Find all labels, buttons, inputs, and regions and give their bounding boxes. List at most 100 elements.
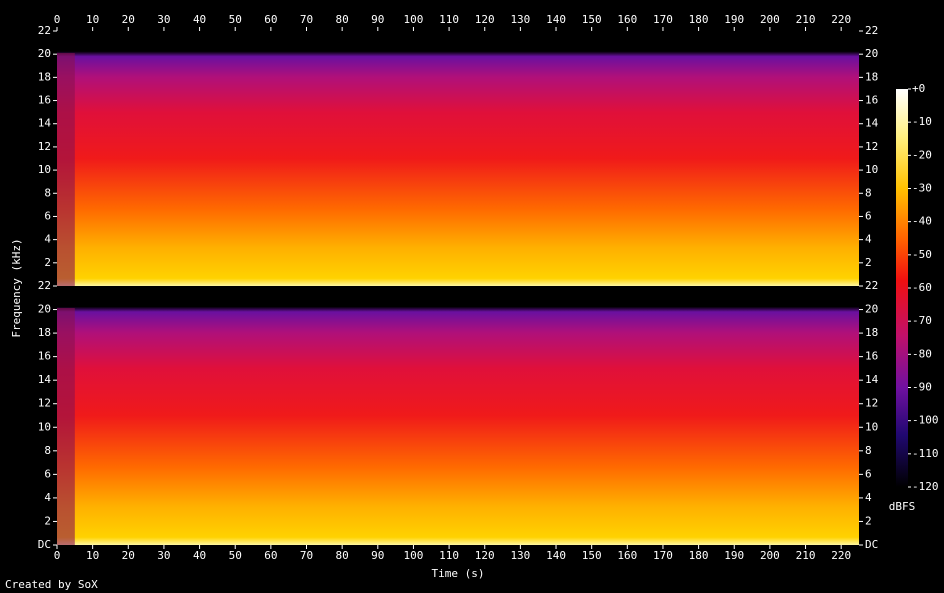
x-tick-label: 60 — [264, 13, 277, 26]
x-tick-label: 20 — [122, 13, 135, 26]
y-tick-label: 18 — [865, 326, 878, 339]
colorbar-tick-label: +0 — [912, 82, 925, 95]
x-tick-label: 200 — [760, 13, 780, 26]
x-tick-label: 80 — [336, 13, 349, 26]
x-tick-label: 110 — [439, 13, 459, 26]
x-tick-label: 20 — [122, 549, 135, 562]
x-tick-label: 220 — [831, 549, 851, 562]
x-tick-label: 100 — [404, 13, 424, 26]
colorbar-tick-label: -60 — [912, 281, 932, 294]
x-tick-label: 30 — [157, 549, 170, 562]
spectrogram-panel — [57, 286, 859, 545]
x-tick-label: 110 — [439, 549, 459, 562]
spectrogram-onset — [57, 308, 75, 545]
y-tick-label: 4 — [865, 491, 872, 504]
x-tick-label: 50 — [229, 549, 242, 562]
y-tick-label: 8 — [865, 444, 872, 457]
y-tick-label: 18 — [38, 70, 51, 83]
colorbar-tick-label: -110 — [912, 447, 939, 460]
y-tick-label: 20 — [865, 47, 878, 60]
spectrogram-onset — [57, 53, 75, 286]
x-tick-label: 160 — [617, 13, 637, 26]
y-tick-label: 2 — [44, 514, 51, 527]
x-tick-label: 140 — [546, 13, 566, 26]
y-tick-label: 22 — [38, 279, 51, 292]
y-axis-label: Frequency (kHz) — [10, 238, 23, 337]
colorbar-tick-label: -10 — [912, 115, 932, 128]
y-tick-label: 2 — [865, 514, 872, 527]
colorbar-tick-label: -50 — [912, 248, 932, 261]
y-tick-label: 22 — [865, 279, 878, 292]
x-tick-label: 130 — [510, 549, 530, 562]
y-tick-label: 10 — [38, 420, 51, 433]
x-tick-label: 0 — [54, 13, 61, 26]
y-tick-label: 12 — [38, 140, 51, 153]
colorbar-tick-label: -90 — [912, 381, 932, 394]
x-tick-label: 90 — [371, 13, 384, 26]
y-tick-label: 22 — [865, 24, 878, 37]
x-tick-label: 170 — [653, 13, 673, 26]
y-tick-label: 2 — [865, 256, 872, 269]
y-tick-label: DC — [38, 538, 51, 551]
x-tick-label: 190 — [724, 13, 744, 26]
x-tick-label: 190 — [724, 549, 744, 562]
x-tick-label: 210 — [796, 549, 816, 562]
colorbar — [896, 89, 908, 487]
y-tick-label: 10 — [38, 163, 51, 176]
y-tick-label: 4 — [865, 233, 872, 246]
x-tick-label: 50 — [229, 13, 242, 26]
y-tick-label: 14 — [38, 373, 52, 386]
x-tick-label: 180 — [689, 13, 709, 26]
y-tick-label: 8 — [44, 444, 51, 457]
y-tick-label: 2 — [44, 256, 51, 269]
y-tick-label: 20 — [865, 303, 878, 316]
y-tick-label: 12 — [865, 397, 878, 410]
y-tick-label: 10 — [865, 163, 878, 176]
y-tick-label: 6 — [865, 209, 872, 222]
y-tick-label: 16 — [865, 350, 878, 363]
colorbar-tick-label: -40 — [912, 215, 932, 228]
x-tick-label: 140 — [546, 549, 566, 562]
x-tick-label: 70 — [300, 549, 313, 562]
colorbar-tick-label: -30 — [912, 182, 932, 195]
y-tick-label: 14 — [38, 117, 52, 130]
colorbar-tick-label: -20 — [912, 148, 932, 161]
y-tick-label: 6 — [44, 209, 51, 222]
y-tick-label: 10 — [865, 420, 878, 433]
x-axis-label: Time (s) — [432, 567, 485, 580]
y-tick-label: 14 — [865, 373, 879, 386]
y-tick-label: 22 — [38, 24, 51, 37]
credit: Created by SoX — [5, 578, 98, 591]
x-tick-label: 220 — [831, 13, 851, 26]
x-tick-label: 90 — [371, 549, 384, 562]
y-tick-label: 18 — [38, 326, 51, 339]
x-tick-label: 120 — [475, 549, 495, 562]
y-tick-label: 6 — [44, 467, 51, 480]
x-tick-label: 80 — [336, 549, 349, 562]
y-tick-label: 6 — [865, 467, 872, 480]
x-tick-label: 70 — [300, 13, 313, 26]
x-tick-label: 200 — [760, 549, 780, 562]
y-tick-label: 12 — [38, 397, 51, 410]
x-tick-label: 40 — [193, 13, 206, 26]
y-tick-label: 16 — [38, 350, 51, 363]
x-tick-label: 170 — [653, 549, 673, 562]
x-tick-label: 150 — [582, 13, 602, 26]
colorbar-label: dBFS — [889, 500, 916, 513]
x-tick-label: 100 — [404, 549, 424, 562]
x-tick-label: 40 — [193, 549, 206, 562]
x-tick-label: 30 — [157, 13, 170, 26]
x-tick-label: 10 — [86, 549, 99, 562]
x-tick-label: 180 — [689, 549, 709, 562]
x-tick-label: 160 — [617, 549, 637, 562]
y-tick-label: 4 — [44, 233, 51, 246]
spectrogram-panel — [57, 31, 859, 286]
colorbar-tick-label: -80 — [912, 347, 932, 360]
x-tick-label: 60 — [264, 549, 277, 562]
y-tick-label: DC — [865, 538, 878, 551]
y-tick-label: 8 — [44, 186, 51, 199]
y-tick-label: 16 — [38, 94, 51, 107]
y-tick-label: 14 — [865, 117, 879, 130]
